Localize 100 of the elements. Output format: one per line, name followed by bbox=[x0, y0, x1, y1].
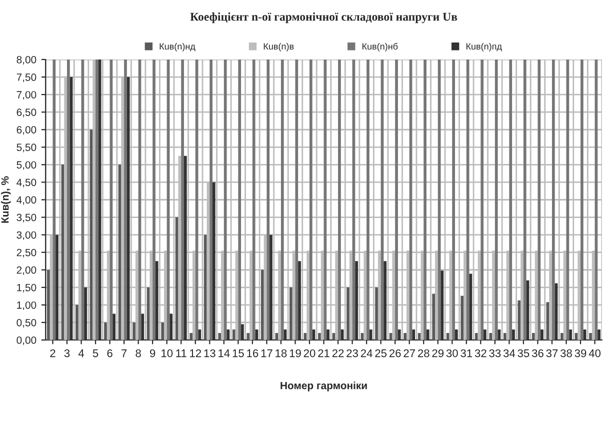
y-tick-label: 1,00 bbox=[17, 301, 36, 310]
x-tick-label: 22 bbox=[332, 349, 344, 358]
x-tick-label: 5 bbox=[92, 349, 98, 358]
bar bbox=[190, 332, 193, 340]
x-tick-label: 40 bbox=[588, 349, 601, 358]
y-tick-label: 3,50 bbox=[16, 214, 36, 222]
bar bbox=[384, 261, 387, 340]
x-tick-label: 4 bbox=[78, 349, 84, 358]
bar bbox=[480, 60, 484, 340]
y-tick-label: 2,00 bbox=[16, 266, 36, 275]
bar bbox=[426, 329, 430, 340]
bar bbox=[47, 270, 50, 340]
x-tick-label: 28 bbox=[418, 349, 430, 358]
bar bbox=[598, 329, 600, 340]
bar bbox=[298, 261, 301, 340]
x-tick-label: 17 bbox=[261, 349, 272, 358]
bar bbox=[204, 234, 207, 340]
bar bbox=[198, 329, 202, 340]
x-tick-label: 16 bbox=[247, 349, 258, 358]
bar bbox=[489, 332, 492, 340]
bar bbox=[84, 287, 87, 340]
y-tick-label: 6,00 bbox=[16, 126, 36, 135]
bar bbox=[224, 60, 227, 340]
y-tick-label: 7,00 bbox=[16, 91, 36, 100]
bar bbox=[181, 60, 184, 340]
y-tick-label: 7,50 bbox=[16, 74, 36, 82]
bar bbox=[552, 60, 555, 340]
x-tick-label: 32 bbox=[474, 349, 486, 358]
chart-title: Коефіцієнт n-ої гармонічної складової напруги Uв bbox=[190, 12, 458, 24]
x-tick-label: 25 bbox=[375, 349, 387, 358]
bar bbox=[338, 60, 341, 340]
x-tick-label: 14 bbox=[218, 349, 230, 358]
bar bbox=[76, 304, 78, 340]
bar bbox=[175, 217, 178, 340]
y-tick-label: 3,00 bbox=[16, 231, 36, 240]
y-tick-label: 4,50 bbox=[16, 178, 36, 188]
bar bbox=[523, 60, 526, 340]
y-tick-label: 5,00 bbox=[16, 161, 36, 170]
bar bbox=[540, 329, 544, 340]
legend-label: Кuв(n)в bbox=[264, 42, 294, 52]
x-tick-label: 7 bbox=[122, 349, 127, 358]
x-tick-label: 20 bbox=[304, 349, 316, 358]
bar bbox=[260, 270, 264, 340]
bar bbox=[398, 329, 401, 340]
bar bbox=[280, 60, 284, 340]
bar bbox=[170, 314, 173, 340]
bar bbox=[326, 329, 330, 340]
bar bbox=[232, 329, 236, 340]
x-tick-label: 9 bbox=[150, 349, 156, 358]
x-tick-label: 13 bbox=[204, 349, 216, 358]
bar bbox=[418, 332, 421, 340]
bar bbox=[210, 60, 212, 340]
bar bbox=[161, 322, 164, 340]
bar bbox=[440, 270, 444, 340]
x-tick-label: 38 bbox=[560, 349, 572, 358]
bar bbox=[290, 287, 292, 340]
bar bbox=[96, 60, 98, 340]
bar bbox=[452, 60, 455, 340]
bar bbox=[218, 332, 222, 340]
x-tick-label: 26 bbox=[389, 349, 401, 358]
bar bbox=[155, 261, 158, 340]
bar bbox=[152, 60, 156, 340]
x-axis-title: Номер гармоніки bbox=[280, 382, 367, 392]
bar bbox=[318, 332, 321, 340]
bar bbox=[424, 60, 426, 340]
y-tick-label: 2,50 bbox=[16, 248, 36, 258]
legend-label: Кuв(n)пд bbox=[466, 42, 502, 52]
bar bbox=[56, 234, 58, 340]
bar bbox=[346, 287, 350, 340]
bar bbox=[580, 60, 584, 340]
x-tick-label: 35 bbox=[518, 349, 530, 358]
bar bbox=[266, 60, 270, 340]
y-tick-label: 4,00 bbox=[16, 196, 36, 205]
x-tick-label: 3 bbox=[64, 349, 70, 358]
bar bbox=[366, 60, 370, 340]
legend-label: Кuв(n)нд bbox=[160, 42, 196, 52]
bar bbox=[446, 332, 450, 340]
bar bbox=[66, 60, 70, 340]
bar bbox=[212, 182, 216, 340]
bar bbox=[104, 322, 107, 340]
x-tick-label: 12 bbox=[190, 349, 201, 358]
bar bbox=[309, 60, 312, 340]
x-tick-label: 21 bbox=[318, 349, 330, 358]
bar bbox=[241, 324, 244, 340]
x-tick-label: 39 bbox=[574, 349, 586, 358]
x-tick-label: 33 bbox=[489, 349, 501, 358]
x-tick-label: 36 bbox=[532, 349, 544, 358]
bar bbox=[395, 60, 398, 340]
bar bbox=[466, 60, 470, 340]
bar bbox=[52, 60, 56, 340]
bar bbox=[295, 60, 298, 340]
x-tick-label: 31 bbox=[460, 349, 472, 358]
y-tick-label: 0,50 bbox=[16, 318, 36, 328]
x-tick-label: 8 bbox=[136, 349, 141, 358]
legend-label: Кuв(n)нб bbox=[362, 42, 398, 52]
bar bbox=[112, 314, 116, 340]
bar bbox=[141, 314, 144, 340]
y-tick-label: 0,00 bbox=[16, 336, 36, 346]
bar bbox=[432, 294, 436, 340]
x-tick-label: 18 bbox=[276, 349, 287, 358]
